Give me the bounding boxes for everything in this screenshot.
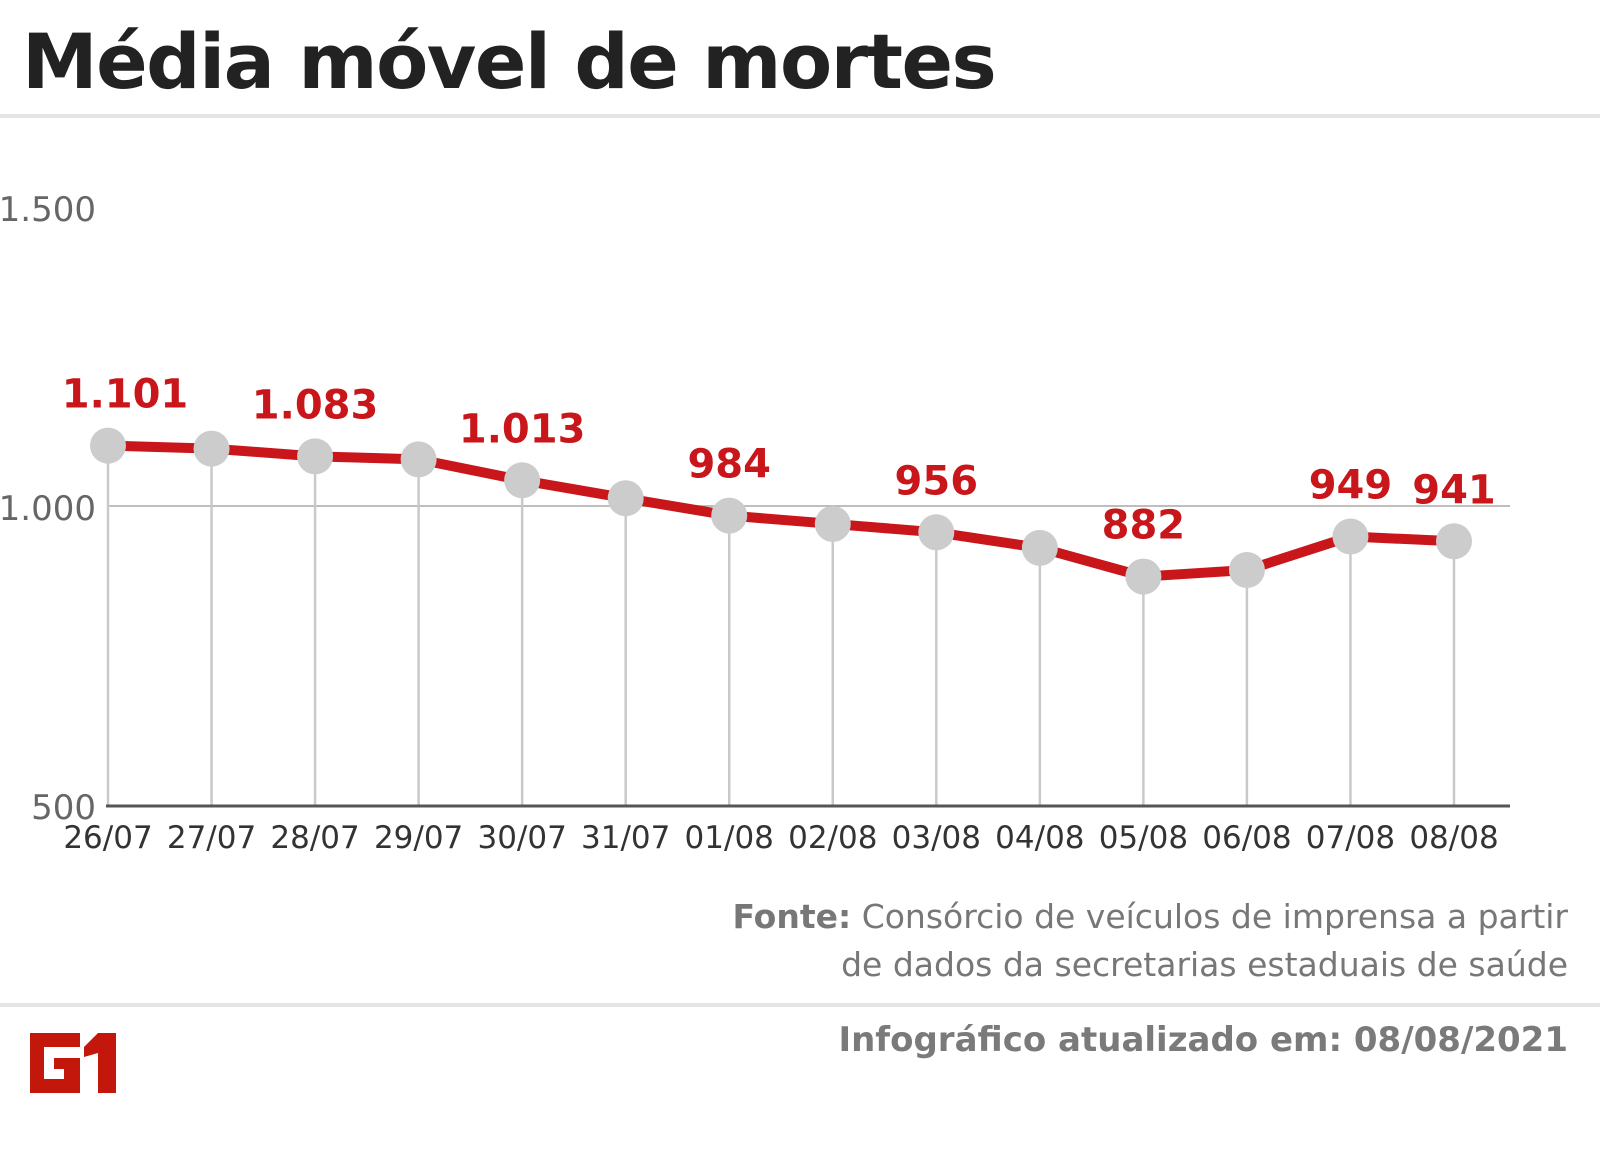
data-label: 949 [1309,462,1393,508]
x-tick-label: 04/08 [995,820,1084,856]
x-tick-label: 31/07 [581,820,670,856]
data-label: 1.013 [459,406,586,452]
source-note: Fonte: Consórcio de veículos de imprensa… [732,893,1568,989]
x-tick-label: 30/07 [477,820,566,856]
g1-logo [30,1033,116,1093]
source-line-1: Consórcio de veículos de imprensa a part… [861,897,1568,936]
data-point [1228,551,1265,588]
x-tick-label: 02/08 [788,820,877,856]
x-tick-label: 08/08 [1409,820,1498,856]
x-tick-label: 01/08 [685,820,774,856]
data-point [711,497,748,534]
g1-logo-one-shape [84,1033,116,1093]
data-point [814,505,851,542]
data-label: 984 [687,442,771,488]
data-point [297,438,334,475]
x-tick-label: 28/07 [270,820,359,856]
data-point [1021,529,1058,566]
source-label: Fonte: [732,897,852,936]
y-tick-label: 1.000 [0,489,96,529]
updated-note: Infográfico atualizado em: 08/08/2021 [838,1020,1568,1060]
data-label: 941 [1412,467,1496,513]
data-point [1332,518,1369,555]
page-title: Média móvel de mortes [22,17,997,106]
data-label: 882 [1102,503,1186,549]
x-tick-label: 26/07 [63,820,152,856]
data-point [918,514,955,551]
data-point [1125,558,1162,595]
x-tick-label: 07/08 [1306,820,1395,856]
data-label: 956 [895,458,979,504]
g1-logo-g-shape [30,1033,80,1093]
y-tick-label: 500 [31,788,96,828]
data-point [400,441,437,478]
x-tick-label: 03/08 [892,820,981,856]
data-point [193,430,230,467]
data-point [1436,523,1472,560]
y-tick-label: 1.500 [0,190,96,230]
data-point [90,427,126,464]
x-tick-label: 05/08 [1099,820,1188,856]
header-divider [0,114,1600,118]
source-line-2: de dados da secretarias estaduais de saú… [841,945,1568,984]
data-point [504,462,541,499]
footer-divider [0,1003,1600,1007]
data-label: 1.101 [62,372,189,418]
line-chart: 500 1.000 1.500 1.101 1.083 1.013 984 956 882 949… [0,190,1510,856]
data-label: 1.083 [252,382,379,428]
x-tick-label: 27/07 [167,820,256,856]
data-point [607,480,644,517]
x-tick-label: 06/08 [1202,820,1291,856]
x-tick-label: 29/07 [374,820,463,856]
